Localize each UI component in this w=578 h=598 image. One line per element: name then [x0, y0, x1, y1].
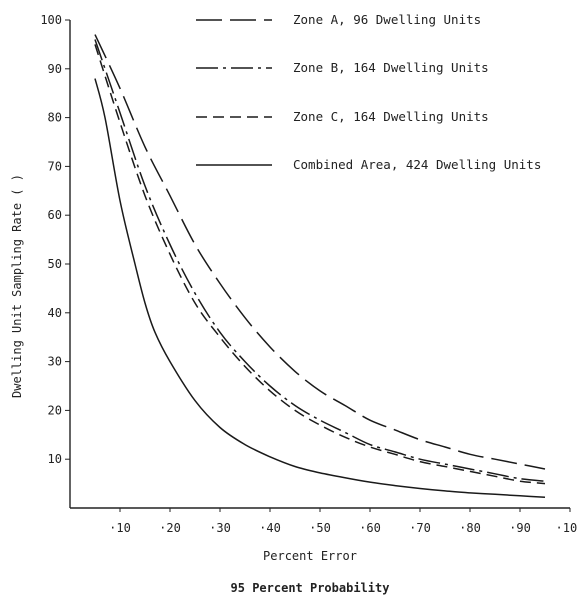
x-axis-ticks: ·10 ·20 ·30 ·40 ·50 ·60 ·70 ·80 ·90 ·100 [109, 508, 578, 535]
x-tick-label: ·50 [309, 521, 331, 535]
x-tick-label: ·100 [556, 521, 578, 535]
x-tick-label: ·70 [409, 521, 431, 535]
series-line-1 [94, 34, 546, 470]
x-tick-label: ·90 [509, 521, 531, 535]
legend-label-1: Zone A, 96 Dwelling Units [293, 12, 481, 27]
legend: Zone A, 96 Dwelling Units Zone B, 164 Dwe… [196, 12, 541, 172]
y-tick-label: 40 [48, 306, 62, 320]
y-axis-label: Dwelling Unit Sampling Rate ( ) [10, 174, 24, 398]
y-tick-label: 90 [48, 62, 62, 76]
x-tick-label: ·10 [109, 521, 131, 535]
y-tick-label: 100 [40, 13, 62, 27]
y-tick-label: 50 [48, 257, 62, 271]
y-tick-label: 80 [48, 111, 62, 125]
legend-label-3: Zone C, 164 Dwelling Units [293, 109, 489, 124]
series-group [94, 34, 546, 499]
y-tick-label: 10 [48, 452, 62, 466]
x-axis-label: Percent Error [263, 549, 357, 563]
y-tick-label: 30 [48, 355, 62, 369]
y-tick-label: 60 [48, 208, 62, 222]
axes [69, 20, 570, 509]
x-tick-label: ·30 [209, 521, 231, 535]
x-tick-label: ·20 [159, 521, 181, 535]
y-axis-ticks: 10 20 30 40 50 60 70 80 90 100 [40, 13, 70, 466]
y-tick-label: 70 [48, 159, 62, 173]
legend-label-2: Zone B, 164 Dwelling Units [293, 60, 489, 75]
series-line-2 [94, 39, 546, 482]
chart-caption: 95 Percent Probability [231, 581, 390, 595]
legend-label-4: Combined Area, 424 Dwelling Units [293, 157, 541, 172]
series-line-3 [94, 44, 546, 485]
x-tick-label: ·80 [459, 521, 481, 535]
x-tick-label: ·60 [359, 521, 381, 535]
y-tick-label: 20 [48, 403, 62, 417]
series-line-4 [94, 78, 546, 499]
x-tick-label: ·40 [259, 521, 281, 535]
